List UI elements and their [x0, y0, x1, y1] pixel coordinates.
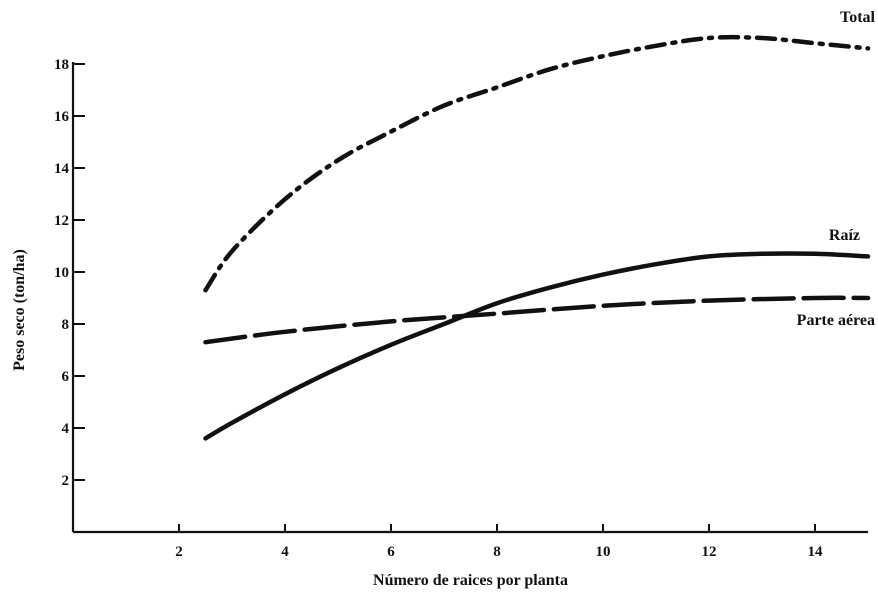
y-tick-label: 10 — [54, 265, 69, 281]
y-tick-label: 6 — [62, 369, 70, 385]
series-label: Total — [840, 9, 876, 26]
y-tick-label: 16 — [54, 109, 70, 125]
series-label: Raíz — [829, 227, 860, 244]
x-tick-label: 8 — [493, 544, 501, 560]
x-tick-label: 4 — [281, 544, 289, 560]
x-tick-label: 6 — [387, 544, 395, 560]
y-tick-label: 2 — [62, 473, 70, 489]
y-tick-label: 18 — [54, 57, 69, 73]
x-tick-label: 10 — [596, 544, 611, 560]
x-axis-label: Número de raices por planta — [373, 572, 568, 589]
y-axis-label: Peso seco (ton/ha) — [11, 249, 28, 371]
y-tick-label: 8 — [62, 317, 70, 333]
series-line-ra-z — [203, 251, 871, 441]
x-tick-label: 14 — [808, 544, 824, 560]
series-labels: Total Raíz Parte aérea — [797, 9, 876, 329]
y-tick-label: 4 — [62, 421, 70, 437]
series-line-parte-a-rea — [203, 295, 871, 345]
ticks: 2 4 6 8 10 12 14 2 4 6 8 10 12 14 16 18 — [54, 57, 823, 560]
series-group — [203, 34, 871, 441]
x-tick-label: 12 — [702, 544, 717, 560]
axes — [71, 62, 868, 534]
y-tick-label: 12 — [54, 213, 69, 229]
series-line-total — [203, 34, 871, 293]
x-tick-label: 2 — [175, 544, 183, 560]
series-label: Parte aérea — [797, 312, 875, 329]
y-tick-label: 14 — [54, 161, 70, 177]
